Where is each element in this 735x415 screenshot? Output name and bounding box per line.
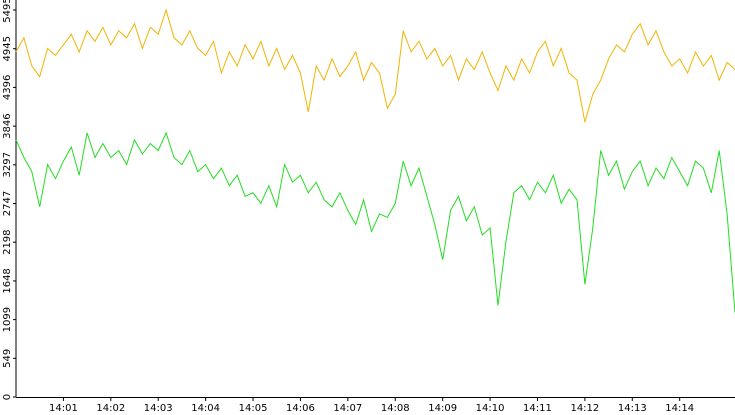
- series-line: [15, 131, 735, 313]
- x-tick-label: 14:06: [286, 403, 315, 414]
- x-tick-label: 14:13: [618, 403, 647, 414]
- x-tick-label: 14:05: [239, 403, 268, 414]
- y-tick-label: 4396: [2, 75, 13, 100]
- y-tick-label: 1099: [2, 307, 13, 332]
- y-tick-label: 0: [2, 394, 13, 400]
- y-tick-label: 2747: [2, 191, 13, 216]
- x-tick-label: 14:04: [191, 403, 220, 414]
- y-tick-label: 4945: [2, 36, 13, 61]
- x-tick-label: 14:12: [570, 403, 599, 414]
- x-tick-label: 14:01: [49, 403, 78, 414]
- x-tick-label: 14:03: [144, 403, 173, 414]
- y-tick-label: 5495: [2, 0, 13, 23]
- y-tick-label: 3297: [2, 152, 13, 177]
- y-tick-label: 3846: [2, 113, 13, 138]
- x-tick-label: 14:11: [523, 403, 552, 414]
- x-tick-label: 14:14: [665, 403, 694, 414]
- x-tick-label: 14:09: [428, 403, 457, 414]
- series-line: [15, 8, 735, 123]
- y-tick-label: 549: [2, 349, 13, 368]
- y-tick-label: 2198: [2, 229, 13, 254]
- y-tick-label: 1648: [2, 268, 13, 293]
- x-tick-label: 14:10: [476, 403, 505, 414]
- x-tick-label: 14:08: [381, 403, 410, 414]
- x-tick-label: 14:07: [333, 403, 362, 414]
- x-tick-label: 14:02: [96, 403, 125, 414]
